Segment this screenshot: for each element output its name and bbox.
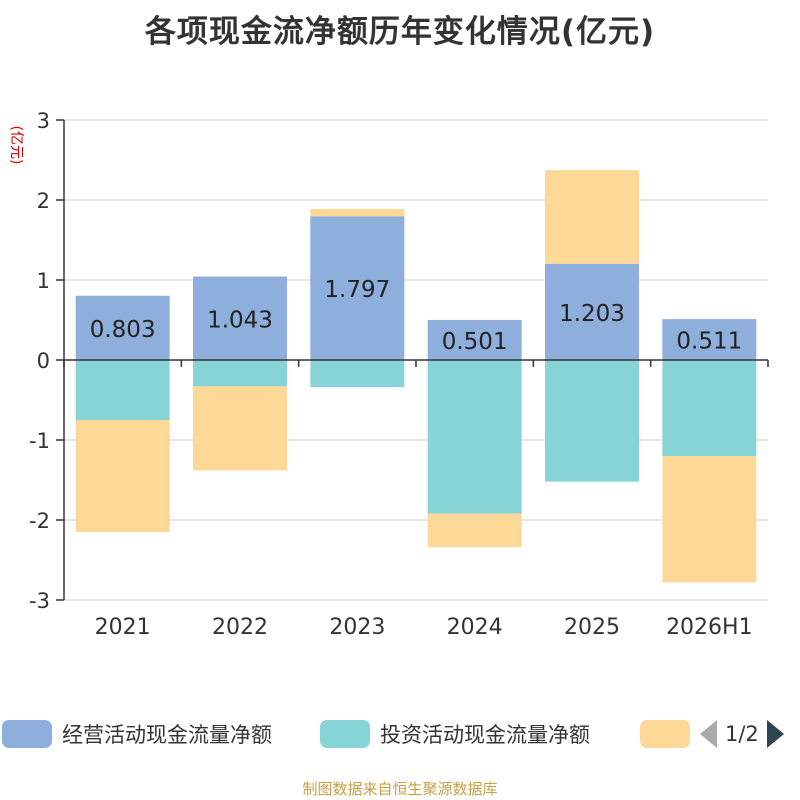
legend-swatch-financing xyxy=(640,720,690,748)
data-label: 0.803 xyxy=(90,317,156,343)
legend: 经营活动现金流量净额 投资活动现金流量净额 1/2 xyxy=(0,716,800,756)
bar-segment xyxy=(662,360,757,456)
legend-page-indicator: 1/2 xyxy=(725,722,759,746)
axes xyxy=(56,119,769,601)
x-tick-label: 2024 xyxy=(447,615,503,640)
data-label: 1.797 xyxy=(324,277,390,303)
bar-segment xyxy=(310,360,405,388)
legend-pager: 1/2 xyxy=(700,716,784,752)
bar-segment xyxy=(75,360,170,420)
data-label: 0.511 xyxy=(676,329,742,355)
legend-prev-icon[interactable] xyxy=(700,720,717,748)
legend-swatch-investing xyxy=(320,720,370,748)
y-tick-label: -2 xyxy=(29,509,50,533)
bar-segment xyxy=(545,170,639,264)
data-label: 1.203 xyxy=(559,301,625,327)
x-tick-label: 2023 xyxy=(329,615,385,640)
bar-segment xyxy=(545,263,639,360)
bar-segment xyxy=(427,360,522,514)
legend-next-icon[interactable] xyxy=(766,720,784,748)
x-tick-label: 2026H1 xyxy=(666,615,753,640)
bar-segment xyxy=(310,216,405,360)
y-tick-label: 1 xyxy=(37,269,50,293)
bar-segment xyxy=(193,386,287,471)
data-source-note: 制图数据来自恒生聚源数据库 xyxy=(302,780,498,798)
bar-segment xyxy=(75,420,170,532)
labels: 3 2 1 0 -1 -2 -3 0.803 1.043 1.797 0.501 1.203 0.511… xyxy=(29,109,753,640)
chart-title: 各项现金流净额历年变化情况(亿元) xyxy=(144,14,656,50)
x-tick-label: 2021 xyxy=(95,615,151,640)
x-tick-label: 2025 xyxy=(564,615,620,640)
legend-label-investing: 投资活动现金流量净额 xyxy=(380,723,590,747)
bars xyxy=(75,170,757,583)
legend-item-financing[interactable] xyxy=(640,716,690,752)
y-tick-label: 0 xyxy=(37,349,50,373)
data-label: 1.043 xyxy=(207,307,273,333)
legend-item-operating[interactable]: 经营活动现金流量净额 xyxy=(2,716,272,752)
data-label: 0.501 xyxy=(442,329,508,355)
bar-segment xyxy=(427,513,522,548)
bar-segment xyxy=(193,360,287,387)
legend-item-investing[interactable]: 投资活动现金流量净额 xyxy=(320,716,590,752)
legend-swatch-operating xyxy=(2,720,52,748)
bar-segment xyxy=(662,456,757,583)
grid-lines xyxy=(64,119,768,601)
y-axis-unit-label: (亿元) xyxy=(8,126,24,165)
bar-segment xyxy=(427,319,522,360)
y-tick-label: -3 xyxy=(29,589,50,613)
y-tick-label: 3 xyxy=(37,109,50,133)
bar-segment xyxy=(662,319,757,360)
bar-segment xyxy=(75,295,170,360)
bar-segment xyxy=(545,360,639,482)
bar-segment xyxy=(310,209,405,217)
x-tick-label: 2022 xyxy=(212,615,268,640)
y-tick-label: -1 xyxy=(29,429,50,453)
bar-segment xyxy=(193,276,287,360)
y-tick-label: 2 xyxy=(37,189,50,213)
legend-label-operating: 经营活动现金流量净额 xyxy=(62,723,272,747)
